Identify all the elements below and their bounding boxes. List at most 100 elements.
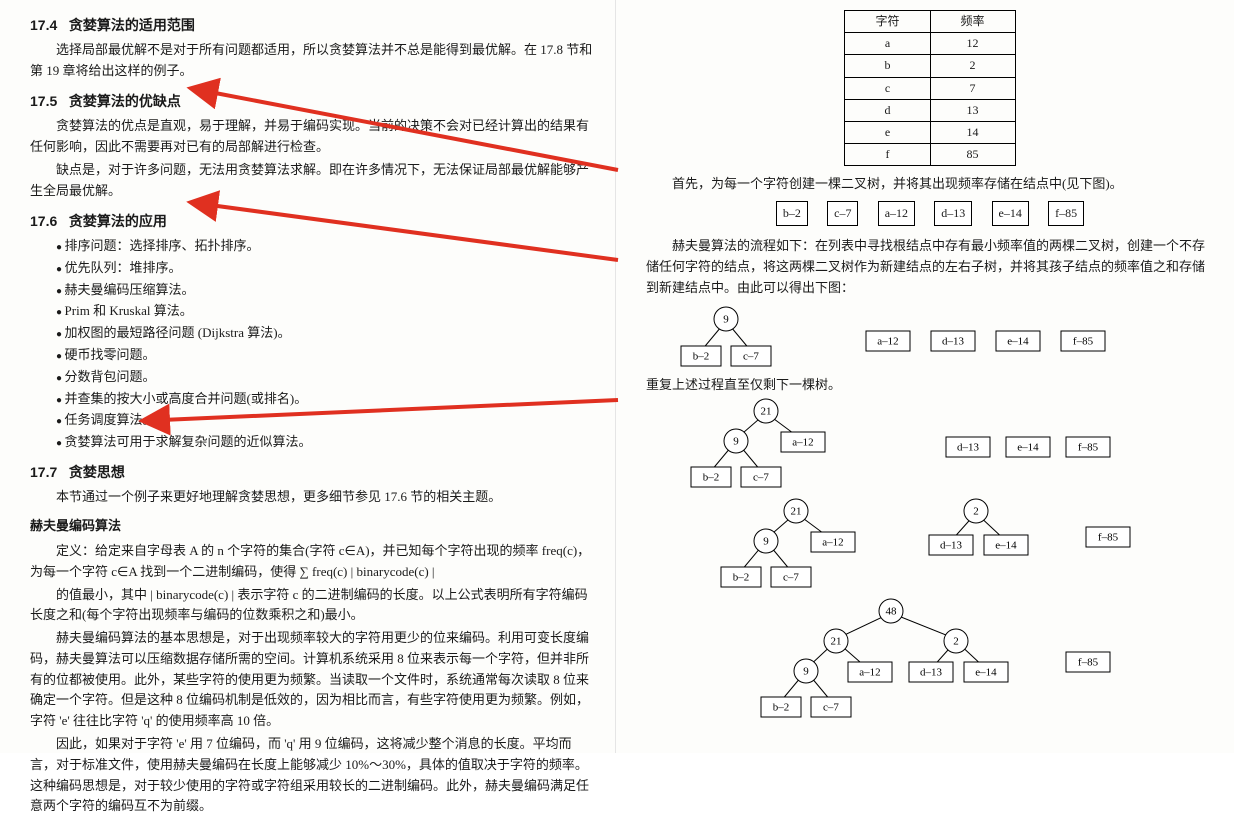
huffman-step3-diagram: 21 9 a–12 b–2 c–7 2 d–13 e–14 f–85 [646, 497, 1206, 597]
node-label: 2 [953, 636, 959, 648]
para: 赫夫曼算法的流程如下：在列表中寻找根结点中存有最小频率值的两棵二叉树，创建一个不… [646, 236, 1214, 298]
node-label: 9 [763, 536, 769, 548]
list-item: 并查集的按大小或高度合并问题(或排名)。 [56, 389, 595, 410]
section-17-4-head: 17.4 贪婪算法的适用范围 [30, 14, 595, 36]
node-label: f–85 [1078, 442, 1099, 454]
huffman-step2-diagram: 21 9 a–12 b–2 c–7 d–13 e–14 f–85 [646, 397, 1206, 497]
table-row: b2 [845, 55, 1015, 77]
definition-text: 定义：给定来自字母表 A 的 n 个字符的集合(字符 c∈A)，并已知每个字符出… [30, 543, 590, 579]
node-label: b–2 [703, 472, 720, 484]
node-label: c–7 [783, 572, 799, 584]
cell: 12 [930, 33, 1015, 55]
th-char: 字符 [845, 11, 930, 33]
cell: e [845, 121, 930, 143]
frequency-table: 字符 频率 a12 b2 c7 d13 e14 f85 [844, 10, 1015, 166]
table-row: f85 [845, 144, 1015, 166]
table-row: d13 [845, 99, 1015, 121]
node-box: a–12 [878, 201, 915, 226]
cell: 7 [930, 77, 1015, 99]
initial-nodes-row: b–2 c–7 a–12 d–13 e–14 f–85 [646, 201, 1214, 226]
table-row: e14 [845, 121, 1015, 143]
node-label: e–14 [1007, 335, 1029, 347]
section-num: 17.4 [30, 17, 57, 33]
section-title: 贪婪算法的适用范围 [69, 17, 195, 33]
list-item: 硬币找零问题。 [56, 345, 595, 366]
cell: b [845, 55, 930, 77]
huffman-step1-diagram: 9 b–2 c–7 a–12 d–13 e–14 f–85 [646, 301, 1206, 373]
section-17-7-head: 17.7 贪婪思想 [30, 461, 595, 483]
node-label: b–2 [733, 572, 750, 584]
para: 赫夫曼编码算法的基本思想是，对于出现频率较大的字符用更少的位来编码。利用可变长度… [30, 628, 595, 732]
node-label: d–13 [957, 442, 980, 454]
node-label: c–7 [753, 472, 769, 484]
node-label: d–13 [920, 667, 943, 679]
list-item: 赫夫曼编码压缩算法。 [56, 280, 595, 301]
cell: f [845, 144, 930, 166]
page-spread: 17.4 贪婪算法的适用范围 选择局部最优解不是对于所有问题都适用，所以贪婪算法… [0, 0, 1234, 753]
node-label: c–7 [743, 350, 759, 362]
cell: 14 [930, 121, 1015, 143]
node-label: 9 [733, 436, 739, 448]
node-label: f–85 [1073, 335, 1094, 347]
list-item: Prim 和 Kruskal 算法。 [56, 301, 595, 322]
node-label: d–13 [940, 540, 963, 552]
node-box: f–85 [1048, 201, 1084, 226]
para: 缺点是，对于许多问题，无法用贪婪算法求解。即在许多情况下，无法保证局部最优解能够… [30, 160, 595, 202]
left-page: 17.4 贪婪算法的适用范围 选择局部最优解不是对于所有问题都适用，所以贪婪算法… [0, 0, 615, 753]
node-label: c–7 [823, 702, 839, 714]
node-box: b–2 [776, 201, 808, 226]
huffman-heading: 赫夫曼编码算法 [30, 516, 595, 537]
list-item: 优先队列：堆排序。 [56, 258, 595, 279]
list-item: 任务调度算法。 [56, 410, 595, 431]
node-label: b–2 [693, 350, 710, 362]
node-label: 9 [803, 666, 809, 678]
node-label: e–14 [975, 667, 997, 679]
node-label: 9 [723, 313, 729, 325]
node-label: 2 [973, 506, 979, 518]
node-box: e–14 [992, 201, 1029, 226]
section-num: 17.5 [30, 93, 57, 109]
node-box: d–13 [934, 201, 972, 226]
cell: c [845, 77, 930, 99]
section-17-5-head: 17.5 贪婪算法的优缺点 [30, 90, 595, 112]
node-box: c–7 [827, 201, 858, 226]
list-item: 加权图的最短路径问题 (Dijkstra 算法)。 [56, 323, 595, 344]
para: 重复上述过程直至仅剩下一棵树。 [646, 375, 1214, 396]
section-title: 贪婪算法的优缺点 [69, 93, 181, 109]
node-label: f–85 [1098, 532, 1119, 544]
para: 贪婪算法的优点是直观，易于理解，并易于编码实现。当前的决策不会对已经计算出的结果… [30, 116, 595, 158]
node-label: 21 [831, 636, 842, 648]
node-label: f–85 [1078, 657, 1099, 669]
table-row: a12 [845, 33, 1015, 55]
application-list: 排序问题：选择排序、拓扑排序。 优先队列：堆排序。 赫夫曼编码压缩算法。 Pri… [56, 236, 595, 453]
table-row: c7 [845, 77, 1015, 99]
node-label: d–13 [942, 335, 965, 347]
para: 本节通过一个例子来更好地理解贪婪思想，更多细节参见 17.6 节的相关主题。 [30, 487, 595, 508]
para: 首先，为每一个字符创建一棵二叉树，并将其出现频率存储在结点中(见下图)。 [646, 174, 1214, 195]
th-freq: 频率 [930, 11, 1015, 33]
node-label: 21 [791, 506, 802, 518]
section-num: 17.6 [30, 213, 57, 229]
list-item: 排序问题：选择排序、拓扑排序。 [56, 236, 595, 257]
definition-para: 定义：给定来自字母表 A 的 n 个字符的集合(字符 c∈A)，并已知每个字符出… [30, 541, 595, 583]
cell: 13 [930, 99, 1015, 121]
node-label: a–12 [822, 537, 843, 549]
right-page: 字符 频率 a12 b2 c7 d13 e14 f85 首先，为每一个字符创建一… [615, 0, 1234, 753]
cell: d [845, 99, 930, 121]
node-label: a–12 [859, 667, 880, 679]
node-label: 48 [886, 606, 898, 618]
list-item: 分数背包问题。 [56, 367, 595, 388]
section-17-6-head: 17.6 贪婪算法的应用 [30, 210, 595, 232]
node-label: e–14 [995, 540, 1017, 552]
para: 选择局部最优解不是对于所有问题都适用，所以贪婪算法并不总是能得到最优解。在 17… [30, 40, 595, 82]
cell: a [845, 33, 930, 55]
table-row: 字符 频率 [845, 11, 1015, 33]
node-label: 21 [761, 406, 772, 418]
node-label: e–14 [1017, 442, 1039, 454]
section-title: 贪婪算法的应用 [69, 213, 167, 229]
para: 因此，如果对于字符 'e' 用 7 位编码，而 'q' 用 9 位编码，这将减少… [30, 734, 595, 817]
node-label: b–2 [773, 702, 790, 714]
para: 的值最小，其中 | binarycode(c) | 表示字符 c 的二进制编码的… [30, 585, 595, 627]
node-label: a–12 [877, 335, 898, 347]
list-item: 贪婪算法可用于求解复杂问题的近似算法。 [56, 432, 595, 453]
